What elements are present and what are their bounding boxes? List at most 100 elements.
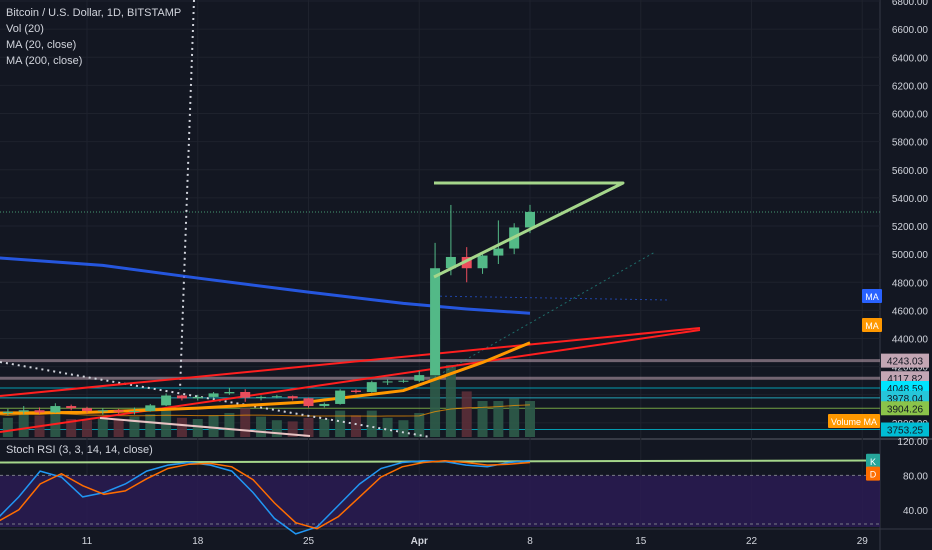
price-label-text: 4243.03 [887,357,924,368]
ascending-triangle[interactable] [433,181,625,279]
candle[interactable] [2,411,13,414]
dotted-trendline[interactable] [0,361,431,438]
candle[interactable] [256,396,267,398]
price-tick-label: 5400.00 [892,194,929,205]
ma200-badge[interactable]: MA [862,289,882,303]
rsi-axis[interactable]: 40.00 80.00 120.00 [897,437,928,517]
ma20-projection [429,251,656,381]
legend-ma20[interactable]: MA (20, close) [6,39,77,51]
red-trendline-lower[interactable] [0,329,701,433]
legend-ma200[interactable]: MA (200, close) [6,55,83,67]
candle[interactable] [113,410,124,412]
time-tick-label: Apr [411,536,428,547]
volume-bar [477,401,488,437]
ma200-line[interactable] [0,256,531,315]
price-tick-label: 5200.00 [892,222,929,233]
volume-ma-badge[interactable]: Volume MA [828,414,880,428]
price-label-tag[interactable]: 3753.25 [881,422,929,437]
candle[interactable] [176,395,187,399]
time-axis[interactable]: 11 18 25 Apr 8 15 22 29 [82,536,868,547]
time-tick-label: 18 [192,536,204,547]
candle[interactable] [97,410,108,412]
volume-bar [287,421,298,437]
volume-bar [335,410,346,437]
volume-bar [366,410,377,437]
candle[interactable] [398,380,409,382]
candle[interactable] [445,256,456,269]
candle[interactable] [319,403,330,407]
volume-bar [382,417,393,437]
time-tick-label: 22 [746,536,758,547]
price-tick-label: 4400.00 [892,335,929,346]
price-label-bg [881,401,929,416]
volume-bar [176,417,187,437]
dotted-vertical-line[interactable] [179,0,195,391]
candle[interactable] [82,408,92,411]
volume-bar [445,365,456,437]
candle[interactable] [50,406,61,413]
volume-bar [461,391,472,437]
stoch-rsi-title[interactable]: Stoch RSI (3, 3, 14, 14, close) [6,444,153,456]
red-trendline-upper[interactable] [0,327,701,397]
candle[interactable] [224,391,235,394]
candle[interactable] [461,256,472,269]
candle[interactable] [366,382,377,392]
candle[interactable] [145,405,156,411]
candle[interactable] [350,390,361,392]
pink-line[interactable] [99,417,311,437]
price-label-text: 3753.25 [887,426,924,437]
ma20-badge-text: MA [865,321,879,331]
price-label-text: 3904.26 [887,404,924,415]
rsi-k-badge[interactable]: K [866,453,880,468]
candle[interactable] [161,395,172,406]
candle[interactable] [430,268,441,376]
candle[interactable] [287,396,298,399]
volume-bar [18,410,29,437]
legend-volume[interactable]: Vol (20) [6,23,44,35]
candle[interactable] [414,375,425,381]
volume-bar [430,335,441,437]
candle[interactable] [271,396,282,398]
price-label-tag[interactable]: 4243.03 [881,353,929,368]
candle[interactable] [382,381,393,383]
volume-ma-badge-text: Volume MA [831,417,877,427]
candle[interactable] [129,410,140,412]
volume-bar [414,413,425,437]
candle[interactable] [477,255,488,269]
volume-bar [240,408,251,437]
candle[interactable] [66,406,77,409]
rsi-k-badge-text: K [870,457,876,467]
rsi-d-badge[interactable]: D [866,466,880,481]
rsi-d-line[interactable] [0,460,531,530]
ma20-badge[interactable]: MA [862,318,882,332]
price-tick-label: 6400.00 [892,53,929,64]
volume-bar [129,416,140,437]
rsi-d-badge-text: D [870,470,877,480]
legend-symbol[interactable]: Bitcoin / U.S. Dollar, 1D, BITSTAMP [6,7,182,19]
rsi-tick-label: 80.00 [903,471,928,482]
time-tick-label: 11 [82,536,93,547]
candle[interactable] [208,393,219,397]
candle[interactable] [34,410,45,413]
price-tick-label: 4200.00 [892,363,929,374]
volume-bar [113,419,124,437]
candle[interactable] [240,391,251,398]
candle[interactable] [303,398,314,407]
volume-bar [271,420,282,437]
candle[interactable] [525,211,535,228]
price-label-text: 4117.82 [887,374,923,385]
candle[interactable] [335,390,346,404]
price-tick-label: 6200.00 [892,81,929,92]
price-tick-label: 6800.00 [892,0,929,8]
candle[interactable] [493,248,504,256]
price-label-text: 4048.59 [887,384,924,395]
price-tick-label: 4600.00 [892,306,929,317]
volume-bar [145,414,156,437]
price-label-tag[interactable]: 3904.26 [881,401,929,416]
candle[interactable] [192,396,203,399]
ma20-line[interactable] [0,341,531,415]
candle[interactable] [18,410,29,412]
